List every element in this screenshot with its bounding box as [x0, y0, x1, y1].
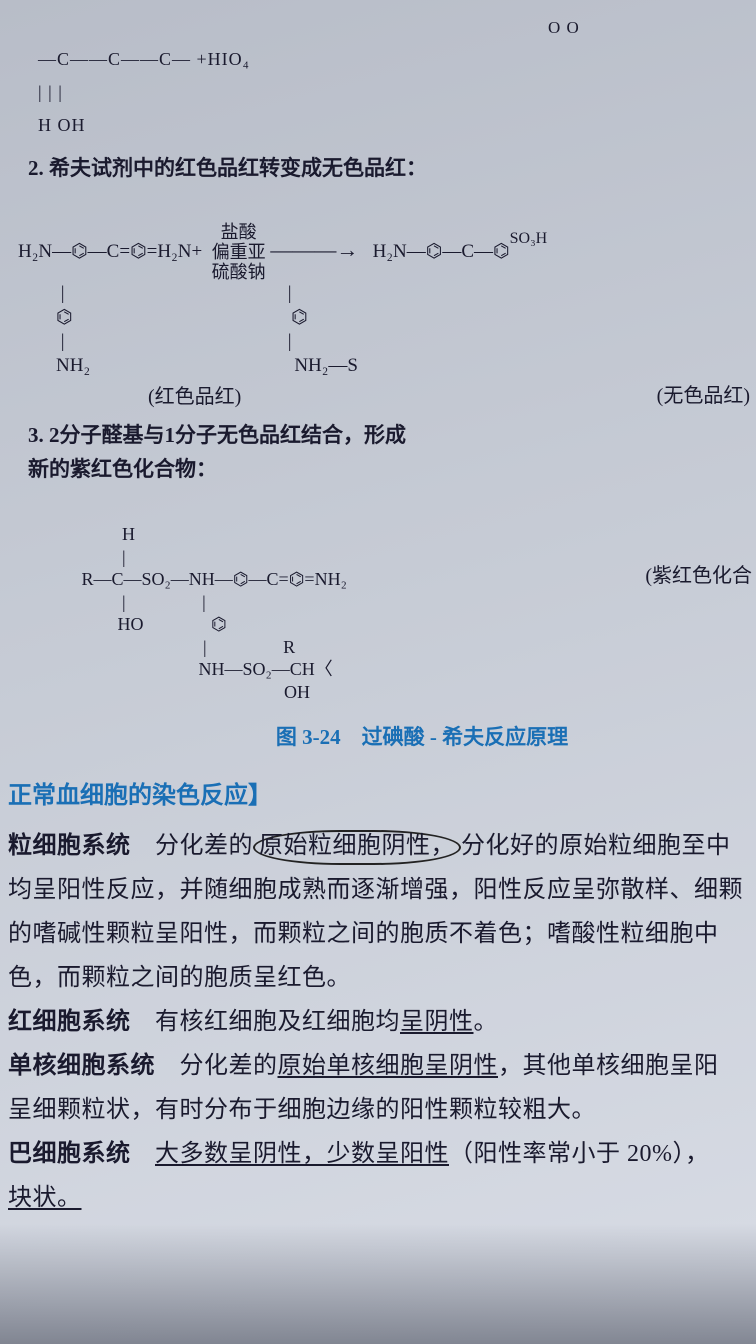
para9-text: 块状。: [8, 1185, 82, 1211]
para1-lead: 粒细胞系统: [8, 833, 131, 859]
benzene-ring-icon: ⌬: [211, 613, 227, 636]
reagent-l3: 硫酸钠: [212, 262, 266, 282]
step2-title: 2. 希夫试剂中的红色品红转变成无色品红：: [28, 152, 756, 186]
top-reaction-l3: | | |: [38, 78, 756, 107]
para6: 单核细胞系统 分化差的原始单核细胞呈阴性，其他单核细胞呈阳: [8, 1045, 756, 1087]
nh2-label-left: NH₂: [56, 355, 90, 376]
step2-structure: H₂N—⌬—C=⌬=H₂N+ 盐酸偏重亚硫酸钠 ———→ H₂N—⌬—C—⌬SO…: [18, 199, 756, 377]
para3: 的嗜碱性颗粒呈阳性，而颗粒之间的胞质不着色；嗜酸性粒细胞中: [8, 913, 756, 955]
para5-t2: 。: [474, 1009, 499, 1035]
para2: 均呈阳性反应，并随细胞成熟而逐渐增强，阳性反应呈弥散样、细颗: [8, 869, 756, 911]
cso2nh-label: C—SO₂—NH—: [112, 569, 233, 589]
benzene-ring-icon: ⌬: [56, 306, 73, 330]
step3-structure: H | R—C—SO₂—NH—⌬—C=⌬=NH₂ | | HO ⌬ | R NH…: [68, 501, 756, 704]
para1-circled: 原始粒细胞阴性，: [253, 830, 461, 865]
benzene-ring-icon: ⌬: [130, 240, 147, 264]
para8-t1: [131, 1141, 156, 1167]
para8-lead: 巴细胞系统: [8, 1141, 131, 1167]
benzene-ring-icon: ⌬: [289, 568, 305, 591]
benzene-ring-icon: ⌬: [426, 240, 443, 264]
reaction-arrow-icon: ———→: [270, 237, 358, 262]
so3h-label: SO₃H: [510, 230, 548, 247]
para8-u1: 大多数呈阴性，: [155, 1141, 327, 1167]
para5: 红细胞系统 有核红细胞及红细胞均呈阴性。: [8, 1001, 756, 1043]
oh-branch-label: OH: [284, 682, 310, 702]
h2n-label-right: H₂N—: [373, 241, 426, 262]
para5-t1: 有核红细胞及红细胞均: [131, 1009, 401, 1035]
para8: 巴细胞系统 大多数呈阴性，少数呈阳性（阳性率常小于 20%），: [8, 1133, 756, 1175]
nhso2ch-label: NH—SO₂—CH: [199, 659, 315, 679]
reagent-l2: 偏重亚: [212, 242, 266, 262]
benzene-ring-icon: ⌬: [233, 568, 249, 591]
nh2-label: =NH₂: [304, 569, 346, 589]
para5-u1: 呈阴性: [400, 1009, 474, 1035]
h2nplus-label: =H₂N+: [147, 241, 203, 262]
step3-title-l2: 新的紫红色化合物：: [28, 453, 756, 487]
ho-label: HO: [118, 614, 144, 634]
para8-t2: （阳性率常小于 20%），: [449, 1141, 710, 1167]
benzene-ring-icon: ⌬: [291, 306, 308, 330]
para5-lead: 红细胞系统: [8, 1009, 131, 1035]
para6-u1: 原始单核细胞呈阴性: [278, 1053, 499, 1079]
h2n-label-left: H₂N—: [18, 241, 71, 262]
r-branch-label: R: [283, 637, 295, 657]
step2-right-label: (无色品红): [657, 380, 750, 412]
para9: 块状。: [8, 1177, 756, 1219]
top-reaction-l4: H OH: [38, 111, 756, 140]
para1-t1: 分化差的: [131, 833, 254, 859]
photo-shadow: [0, 1224, 756, 1344]
reagent-stack: 盐酸偏重亚硫酸钠: [212, 223, 266, 282]
section-header: 正常血细胞的染色反应】: [8, 777, 756, 815]
reagent-l1: 盐酸: [221, 222, 257, 242]
figure-caption: 图 3-24 过碘酸 - 希夫反应原理: [88, 721, 756, 755]
top-reaction-l2: —C——C——C— +HIO₄: [38, 45, 756, 74]
step3-right-label: (紫红色化合: [645, 560, 752, 592]
para6-t1: 分化差的: [155, 1053, 278, 1079]
para1-t2: 分化好的原始粒细胞至中: [461, 833, 731, 859]
para8-u2: 少数呈阳性: [327, 1141, 450, 1167]
nh2s-label: NH₂—S: [294, 355, 358, 376]
benzene-ring-icon: ⌬: [493, 240, 510, 264]
r-label: R—: [82, 569, 112, 589]
step3-title-l1: 3. 2分子醛基与1分子无色品红结合，形成: [28, 419, 756, 453]
top-reaction-l1: O O: [548, 14, 756, 41]
para6-t2: ，其他单核细胞呈阳: [498, 1053, 719, 1079]
para7: 呈细颗粒状，有时分布于细胞边缘的阳性颗粒较粗大。: [8, 1089, 756, 1131]
benzene-ring-icon: ⌬: [71, 240, 88, 264]
para6-lead: 单核细胞系统: [8, 1053, 155, 1079]
para4: 色，而颗粒之间的胞质呈红色。: [8, 957, 756, 999]
para1: 粒细胞系统 分化差的原始粒细胞阴性，分化好的原始粒细胞至中: [8, 825, 756, 867]
h-label: H: [122, 524, 135, 544]
